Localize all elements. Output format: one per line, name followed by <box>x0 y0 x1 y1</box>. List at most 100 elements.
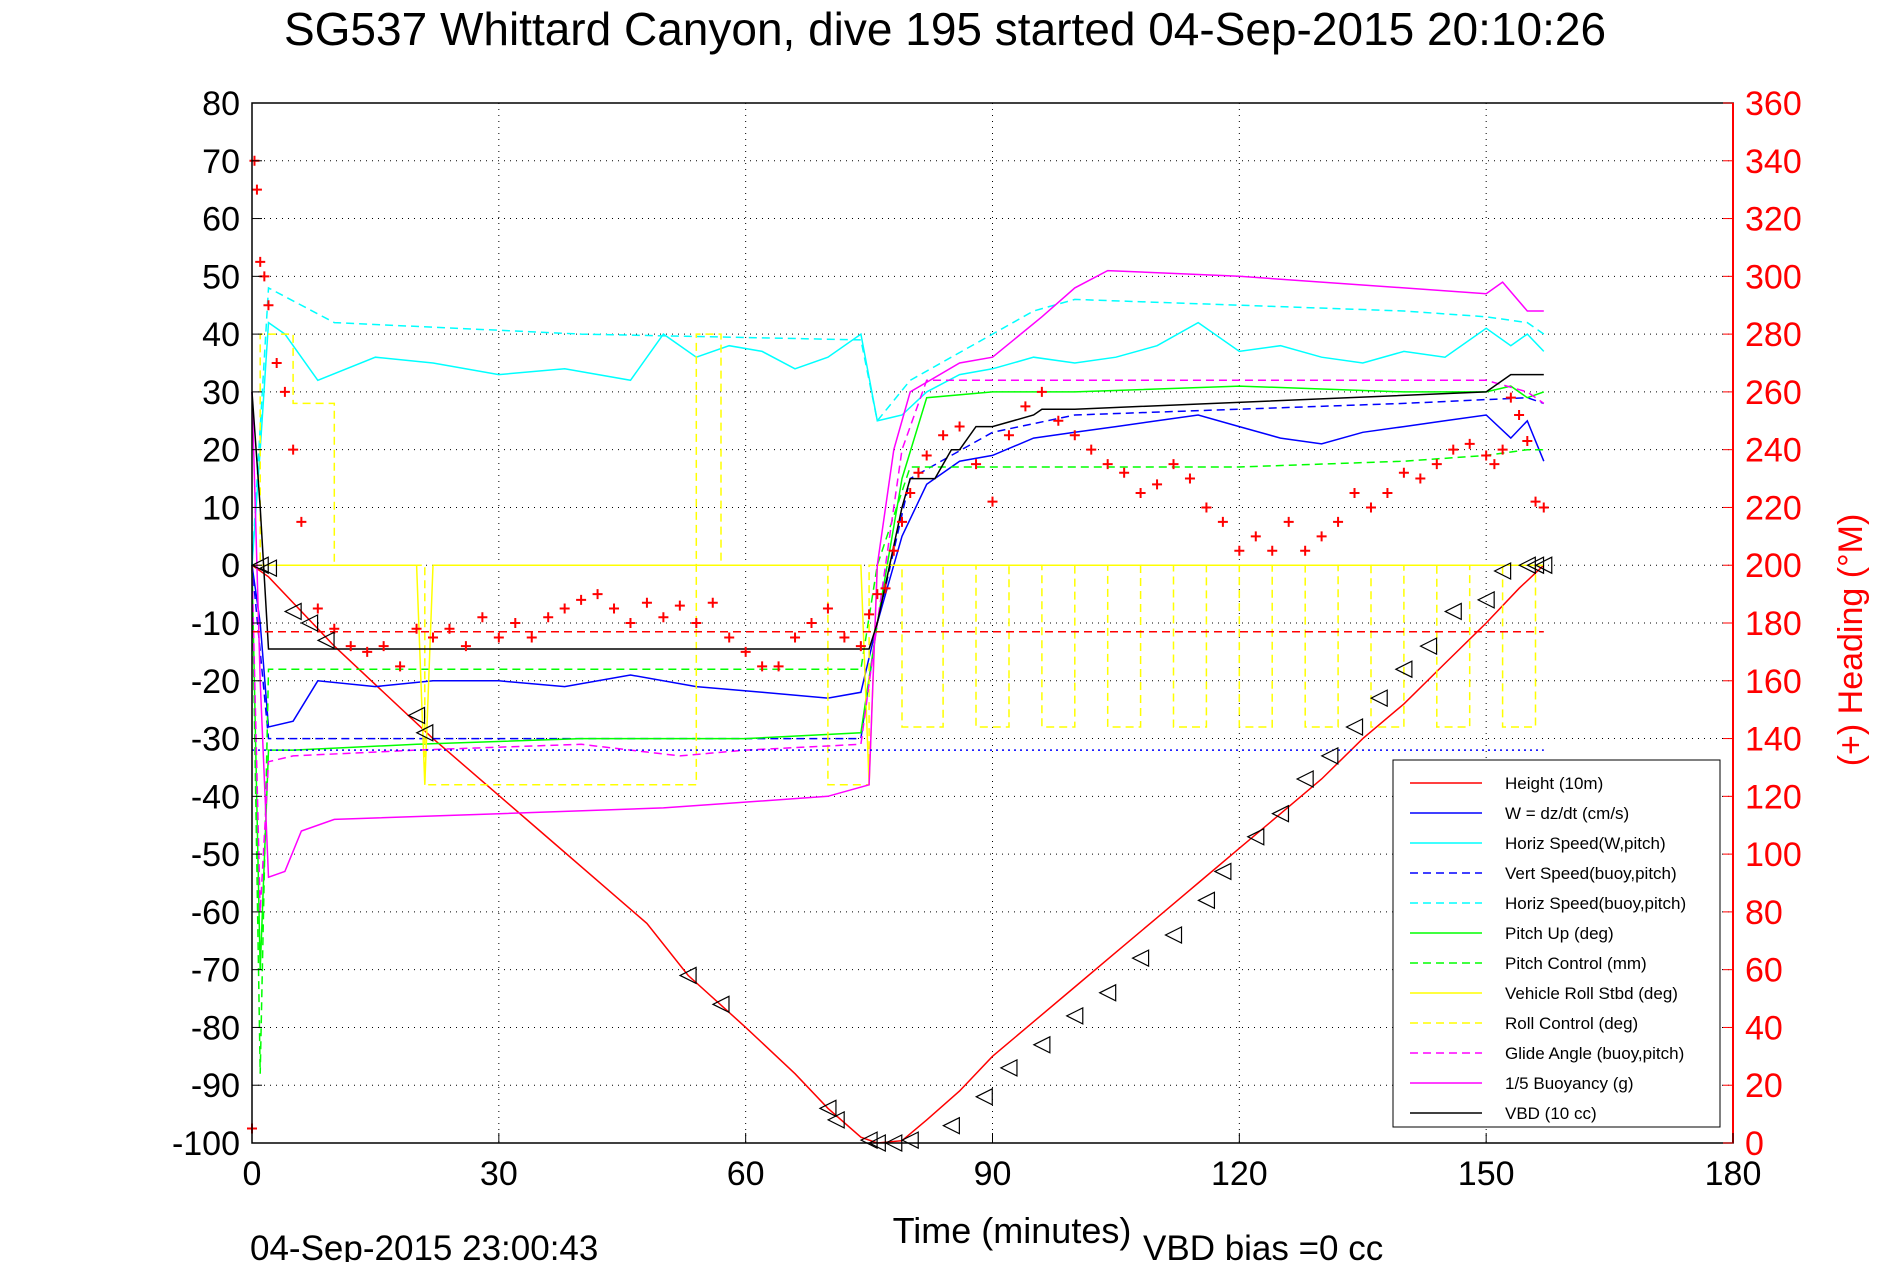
series-line-2 <box>251 321 1545 566</box>
y2-tick-label: 40 <box>1745 1009 1783 1047</box>
heading-marker <box>1283 516 1294 527</box>
heading-marker <box>855 641 866 652</box>
depth-triangle-marker <box>407 706 426 725</box>
y2-tick-label: 140 <box>1745 721 1802 759</box>
heading-marker <box>592 589 603 600</box>
depth-triangle-marker <box>259 559 278 578</box>
heading-marker <box>559 603 570 614</box>
legend-label: Vehicle Roll Stbd (deg) <box>1505 984 1678 1003</box>
depth-triangle-marker <box>1369 689 1388 708</box>
heading-marker <box>1530 496 1541 507</box>
depth-triangle-marker <box>1345 718 1364 736</box>
depth-triangle-marker <box>1443 602 1462 621</box>
heading-marker <box>1119 467 1130 478</box>
depth-triangle-marker <box>1493 562 1512 580</box>
heading-marker <box>1497 444 1508 455</box>
y-tick-label: 30 <box>202 374 240 412</box>
heading-marker <box>921 450 932 461</box>
heading-marker <box>1152 479 1163 490</box>
heading-marker <box>1234 545 1245 556</box>
depth-triangle-marker <box>859 1131 878 1150</box>
y-tick-label: -30 <box>191 721 240 759</box>
chart-title: SG537 Whittard Canyon, dive 195 started … <box>284 3 1606 55</box>
y2-tick-label: 120 <box>1745 778 1802 816</box>
series-line-4 <box>251 286 1545 566</box>
depth-triangle-marker <box>1246 827 1265 846</box>
heading-marker <box>905 488 916 498</box>
heading-marker <box>806 618 817 628</box>
depth-triangle-marker <box>1271 804 1290 823</box>
heading-marker <box>691 618 702 628</box>
x-tick-label: 0 <box>243 1155 262 1193</box>
heading-marker <box>864 609 875 620</box>
x-tick-label: 120 <box>1211 1155 1268 1193</box>
series-line-5 <box>251 385 1545 970</box>
series-line-8 <box>252 333 1544 786</box>
y2-tick-label: 20 <box>1745 1067 1783 1105</box>
heading-marker <box>1036 386 1047 397</box>
y2-tick-label: 180 <box>1745 605 1802 643</box>
y-tick-label: 10 <box>202 489 240 527</box>
depth-triangle-marker <box>1419 637 1438 656</box>
y2-tick-label: 100 <box>1745 836 1802 874</box>
heading-marker <box>1333 516 1344 527</box>
heading-marker <box>822 603 833 614</box>
heading-marker <box>251 184 262 195</box>
y-tick-label: -60 <box>191 894 240 932</box>
y2-tick-label: 0 <box>1745 1125 1764 1163</box>
heading-marker <box>987 496 998 507</box>
heading-marker <box>1448 444 1459 455</box>
heading-marker <box>773 661 784 672</box>
markers-layer <box>247 155 1553 1152</box>
heading-marker <box>395 661 406 672</box>
heading-marker <box>971 459 982 470</box>
vbd-bias-note: VBD bias =0 cc <box>1143 1229 1383 1262</box>
y2-tick-label: 80 <box>1745 894 1783 932</box>
x-axis: 0 30 60 90 120 150 180 <box>243 1133 1762 1193</box>
depth-triangle-marker <box>826 1110 845 1129</box>
x-tick-label: 30 <box>480 1155 518 1193</box>
legend-label: Pitch Control (mm) <box>1505 954 1647 973</box>
depth-triangle-marker <box>818 1099 837 1118</box>
heading-marker <box>1431 459 1442 470</box>
y-tick-label: -10 <box>191 605 240 643</box>
heading-marker <box>296 516 307 527</box>
heading-marker <box>460 641 471 652</box>
x-tick-label: 180 <box>1705 1155 1762 1193</box>
y2-tick-label: 360 <box>1745 85 1802 123</box>
legend-label: Roll Control (deg) <box>1505 1014 1638 1033</box>
heading-marker <box>1349 488 1360 498</box>
right-axis: 3603403203002802602402202001801601401201… <box>1723 85 1802 1163</box>
heading-marker <box>790 632 801 643</box>
y-tick-label: -50 <box>191 836 240 874</box>
heading-marker <box>1415 473 1426 484</box>
heading-marker <box>1464 438 1475 449</box>
depth-triangle-marker <box>942 1116 960 1135</box>
depth-triangle-marker <box>1213 862 1232 881</box>
heading-marker <box>1514 410 1525 420</box>
heading-marker <box>543 612 554 623</box>
depth-triangle-marker <box>678 966 697 985</box>
heading-marker <box>1069 430 1080 441</box>
y2-tick-label: 280 <box>1745 316 1802 354</box>
legend-label: Vert Speed(buoy,pitch) <box>1505 864 1677 883</box>
legend-label: Pitch Up (deg) <box>1505 924 1614 943</box>
heading-marker <box>1300 545 1311 556</box>
depth-triangle-marker <box>283 602 302 621</box>
heading-marker <box>1489 459 1500 470</box>
series-line-9 <box>251 379 1545 912</box>
series-line-0 <box>251 564 1545 1144</box>
depth-triangle-marker <box>1534 556 1553 575</box>
heading-marker <box>493 632 504 643</box>
heading-marker <box>263 300 274 311</box>
heading-marker <box>625 618 636 628</box>
heading-marker <box>1250 531 1261 542</box>
y-tick-label: -40 <box>191 778 240 816</box>
series-line-10 <box>251 269 1544 879</box>
y-tick-label: 40 <box>202 316 240 354</box>
y-tick-label: 20 <box>202 432 240 470</box>
heading-marker <box>378 641 389 652</box>
depth-triangle-marker <box>711 995 730 1014</box>
depth-triangle-marker <box>1320 746 1339 765</box>
heading-marker <box>1217 516 1228 527</box>
